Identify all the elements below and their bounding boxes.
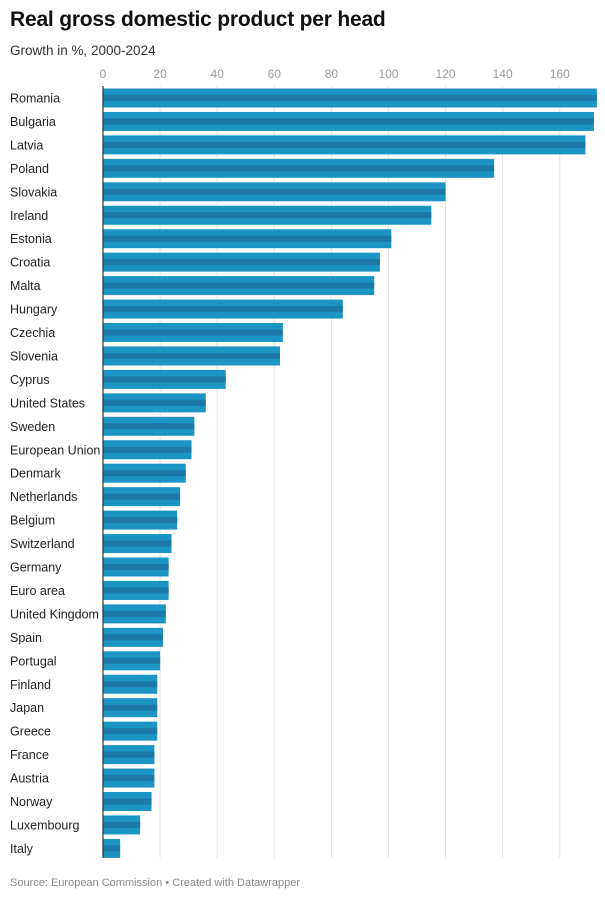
category-label: European Union bbox=[10, 443, 100, 457]
bar-inner-stripe bbox=[103, 681, 158, 688]
bar-inner-stripe bbox=[103, 212, 432, 219]
category-label: Italy bbox=[10, 842, 34, 856]
category-label: Greece bbox=[10, 725, 51, 739]
category-label: Estonia bbox=[10, 232, 52, 246]
chart-title: Real gross domestic product per head bbox=[10, 8, 386, 31]
bar-inner-stripe bbox=[103, 634, 163, 641]
x-axis-ticks: 0 20 40 60 80 100 120 140 160 bbox=[100, 67, 570, 81]
x-tick-label: 120 bbox=[436, 67, 456, 81]
bar-chart: 0 20 40 60 80 100 120 140 160 Romania Bulgaria Lat… bbox=[10, 67, 597, 858]
source-note: Source: European Commission • Created wi… bbox=[10, 877, 300, 889]
category-label: Bulgaria bbox=[10, 115, 56, 129]
bar-inner-stripe bbox=[103, 821, 141, 828]
bar-inner-stripe bbox=[103, 775, 155, 782]
category-label: Japan bbox=[10, 701, 44, 715]
bar-inner-stripe bbox=[103, 282, 375, 289]
category-label: Finland bbox=[10, 678, 51, 692]
bar-inner-stripe bbox=[103, 493, 181, 500]
category-label: Romania bbox=[10, 92, 60, 106]
category-label: United States bbox=[10, 396, 85, 410]
category-label: Sweden bbox=[10, 420, 55, 434]
category-label: Luxembourg bbox=[10, 818, 80, 832]
bar-inner-stripe bbox=[103, 329, 283, 336]
category-label: Croatia bbox=[10, 256, 50, 270]
category-label: Norway bbox=[10, 795, 53, 809]
bar-inner-stripe bbox=[103, 446, 192, 453]
bar-inner-stripe bbox=[103, 610, 166, 617]
bar-inner-stripe bbox=[103, 728, 158, 735]
chart-subtitle: Growth in %, 2000-2024 bbox=[10, 43, 156, 58]
bar-inner-stripe bbox=[103, 118, 594, 125]
x-tick-label: 60 bbox=[268, 67, 282, 81]
bar-inner-stripe bbox=[103, 798, 152, 805]
category-label: Hungary bbox=[10, 303, 58, 317]
category-label: Germany bbox=[10, 561, 62, 575]
gridlines bbox=[159, 86, 561, 858]
category-label: France bbox=[10, 748, 49, 762]
bar-inner-stripe bbox=[103, 165, 495, 172]
x-tick-label: 160 bbox=[550, 67, 570, 81]
category-label: Latvia bbox=[10, 138, 43, 152]
bar-inner-stripe bbox=[103, 306, 343, 313]
bar-inner-stripe bbox=[103, 259, 380, 266]
bars bbox=[103, 88, 597, 858]
x-tick-label: 0 bbox=[100, 67, 107, 81]
bar-inner-stripe bbox=[103, 188, 446, 195]
category-label: Austria bbox=[10, 772, 49, 786]
x-tick-label: 40 bbox=[211, 67, 225, 81]
category-label: Denmark bbox=[10, 467, 61, 481]
bar-inner-stripe bbox=[103, 564, 169, 570]
bar-inner-stripe bbox=[103, 235, 392, 242]
category-label: Poland bbox=[10, 162, 49, 176]
category-label: United Kingdom bbox=[10, 607, 99, 621]
bar-inner-stripe bbox=[103, 376, 226, 383]
category-label: Cyprus bbox=[10, 373, 50, 387]
category-labels: Romania Bulgaria Latvia Poland Slovakia Irela… bbox=[10, 92, 100, 856]
x-tick-label: 20 bbox=[153, 67, 167, 81]
bar-inner-stripe bbox=[103, 845, 121, 852]
bar-inner-stripe bbox=[103, 399, 206, 406]
x-tick-label: 80 bbox=[325, 67, 339, 81]
category-label: Spain bbox=[10, 631, 42, 645]
category-label: Belgium bbox=[10, 514, 55, 528]
category-label: Switzerland bbox=[10, 537, 75, 551]
bar-inner-stripe bbox=[103, 141, 586, 148]
x-tick-label: 140 bbox=[493, 67, 513, 81]
category-label: Ireland bbox=[10, 209, 48, 223]
bar-inner-stripe bbox=[103, 517, 178, 524]
category-label: Slovenia bbox=[10, 349, 58, 363]
category-label: Slovakia bbox=[10, 185, 57, 199]
x-tick-label: 100 bbox=[378, 67, 398, 81]
category-label: Netherlands bbox=[10, 490, 77, 504]
bar-inner-stripe bbox=[103, 751, 155, 758]
bar-inner-stripe bbox=[103, 470, 186, 477]
bar-inner-stripe bbox=[103, 540, 172, 547]
category-label: Portugal bbox=[10, 654, 57, 668]
category-label: Euro area bbox=[10, 584, 65, 598]
category-label: Czechia bbox=[10, 326, 55, 340]
bar-inner-stripe bbox=[103, 95, 597, 101]
bar-inner-stripe bbox=[103, 704, 158, 711]
bar-inner-stripe bbox=[103, 423, 195, 430]
bar-inner-stripe bbox=[103, 587, 169, 594]
bar-inner-stripe bbox=[103, 657, 161, 664]
category-label: Malta bbox=[10, 279, 41, 293]
bar-inner-stripe bbox=[103, 352, 280, 359]
